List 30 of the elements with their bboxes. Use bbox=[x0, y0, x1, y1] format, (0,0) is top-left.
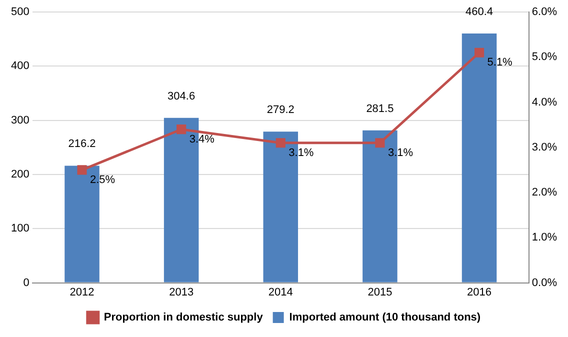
data-label: 216.2 bbox=[68, 138, 96, 150]
x-tick-label: 2015 bbox=[368, 286, 392, 298]
x-tick-label: 2013 bbox=[169, 286, 194, 298]
data-label: 304.6 bbox=[168, 90, 196, 102]
y-tick-label: 100 bbox=[10, 222, 30, 235]
point bbox=[77, 165, 87, 175]
y-tick-label: 500 bbox=[10, 6, 30, 18]
y2-tick-label: 3.0% bbox=[532, 141, 558, 154]
data-label: 281.5 bbox=[366, 102, 394, 115]
data-label: 460.4 bbox=[466, 6, 494, 18]
y2-tick-label: 2.0% bbox=[532, 186, 558, 199]
legend-label: Imported amount (10 thousand tons) bbox=[289, 312, 481, 324]
point bbox=[276, 138, 286, 148]
x-tick-label: 2016 bbox=[467, 286, 492, 298]
point bbox=[474, 48, 484, 58]
y-tick-label: 400 bbox=[10, 60, 30, 72]
point bbox=[176, 124, 186, 134]
point bbox=[375, 138, 385, 148]
y-tick-label: 300 bbox=[10, 114, 30, 126]
x-tick-label: 2012 bbox=[70, 286, 94, 298]
y2-tick-label: 1.0% bbox=[532, 232, 558, 244]
y2-tick-label: 6.0% bbox=[532, 6, 558, 18]
y2-tick-label: 5.0% bbox=[532, 51, 558, 64]
y-tick-label: 0 bbox=[23, 276, 30, 289]
legend-label: Proportion in domestic supply bbox=[104, 312, 264, 324]
y2-tick-label: 0.0% bbox=[532, 276, 558, 289]
y-tick-label: 200 bbox=[10, 168, 30, 181]
x-tick-label: 2014 bbox=[268, 286, 293, 298]
y2-tick-label: 4.0% bbox=[532, 96, 558, 108]
data-label: 279.2 bbox=[266, 104, 294, 116]
